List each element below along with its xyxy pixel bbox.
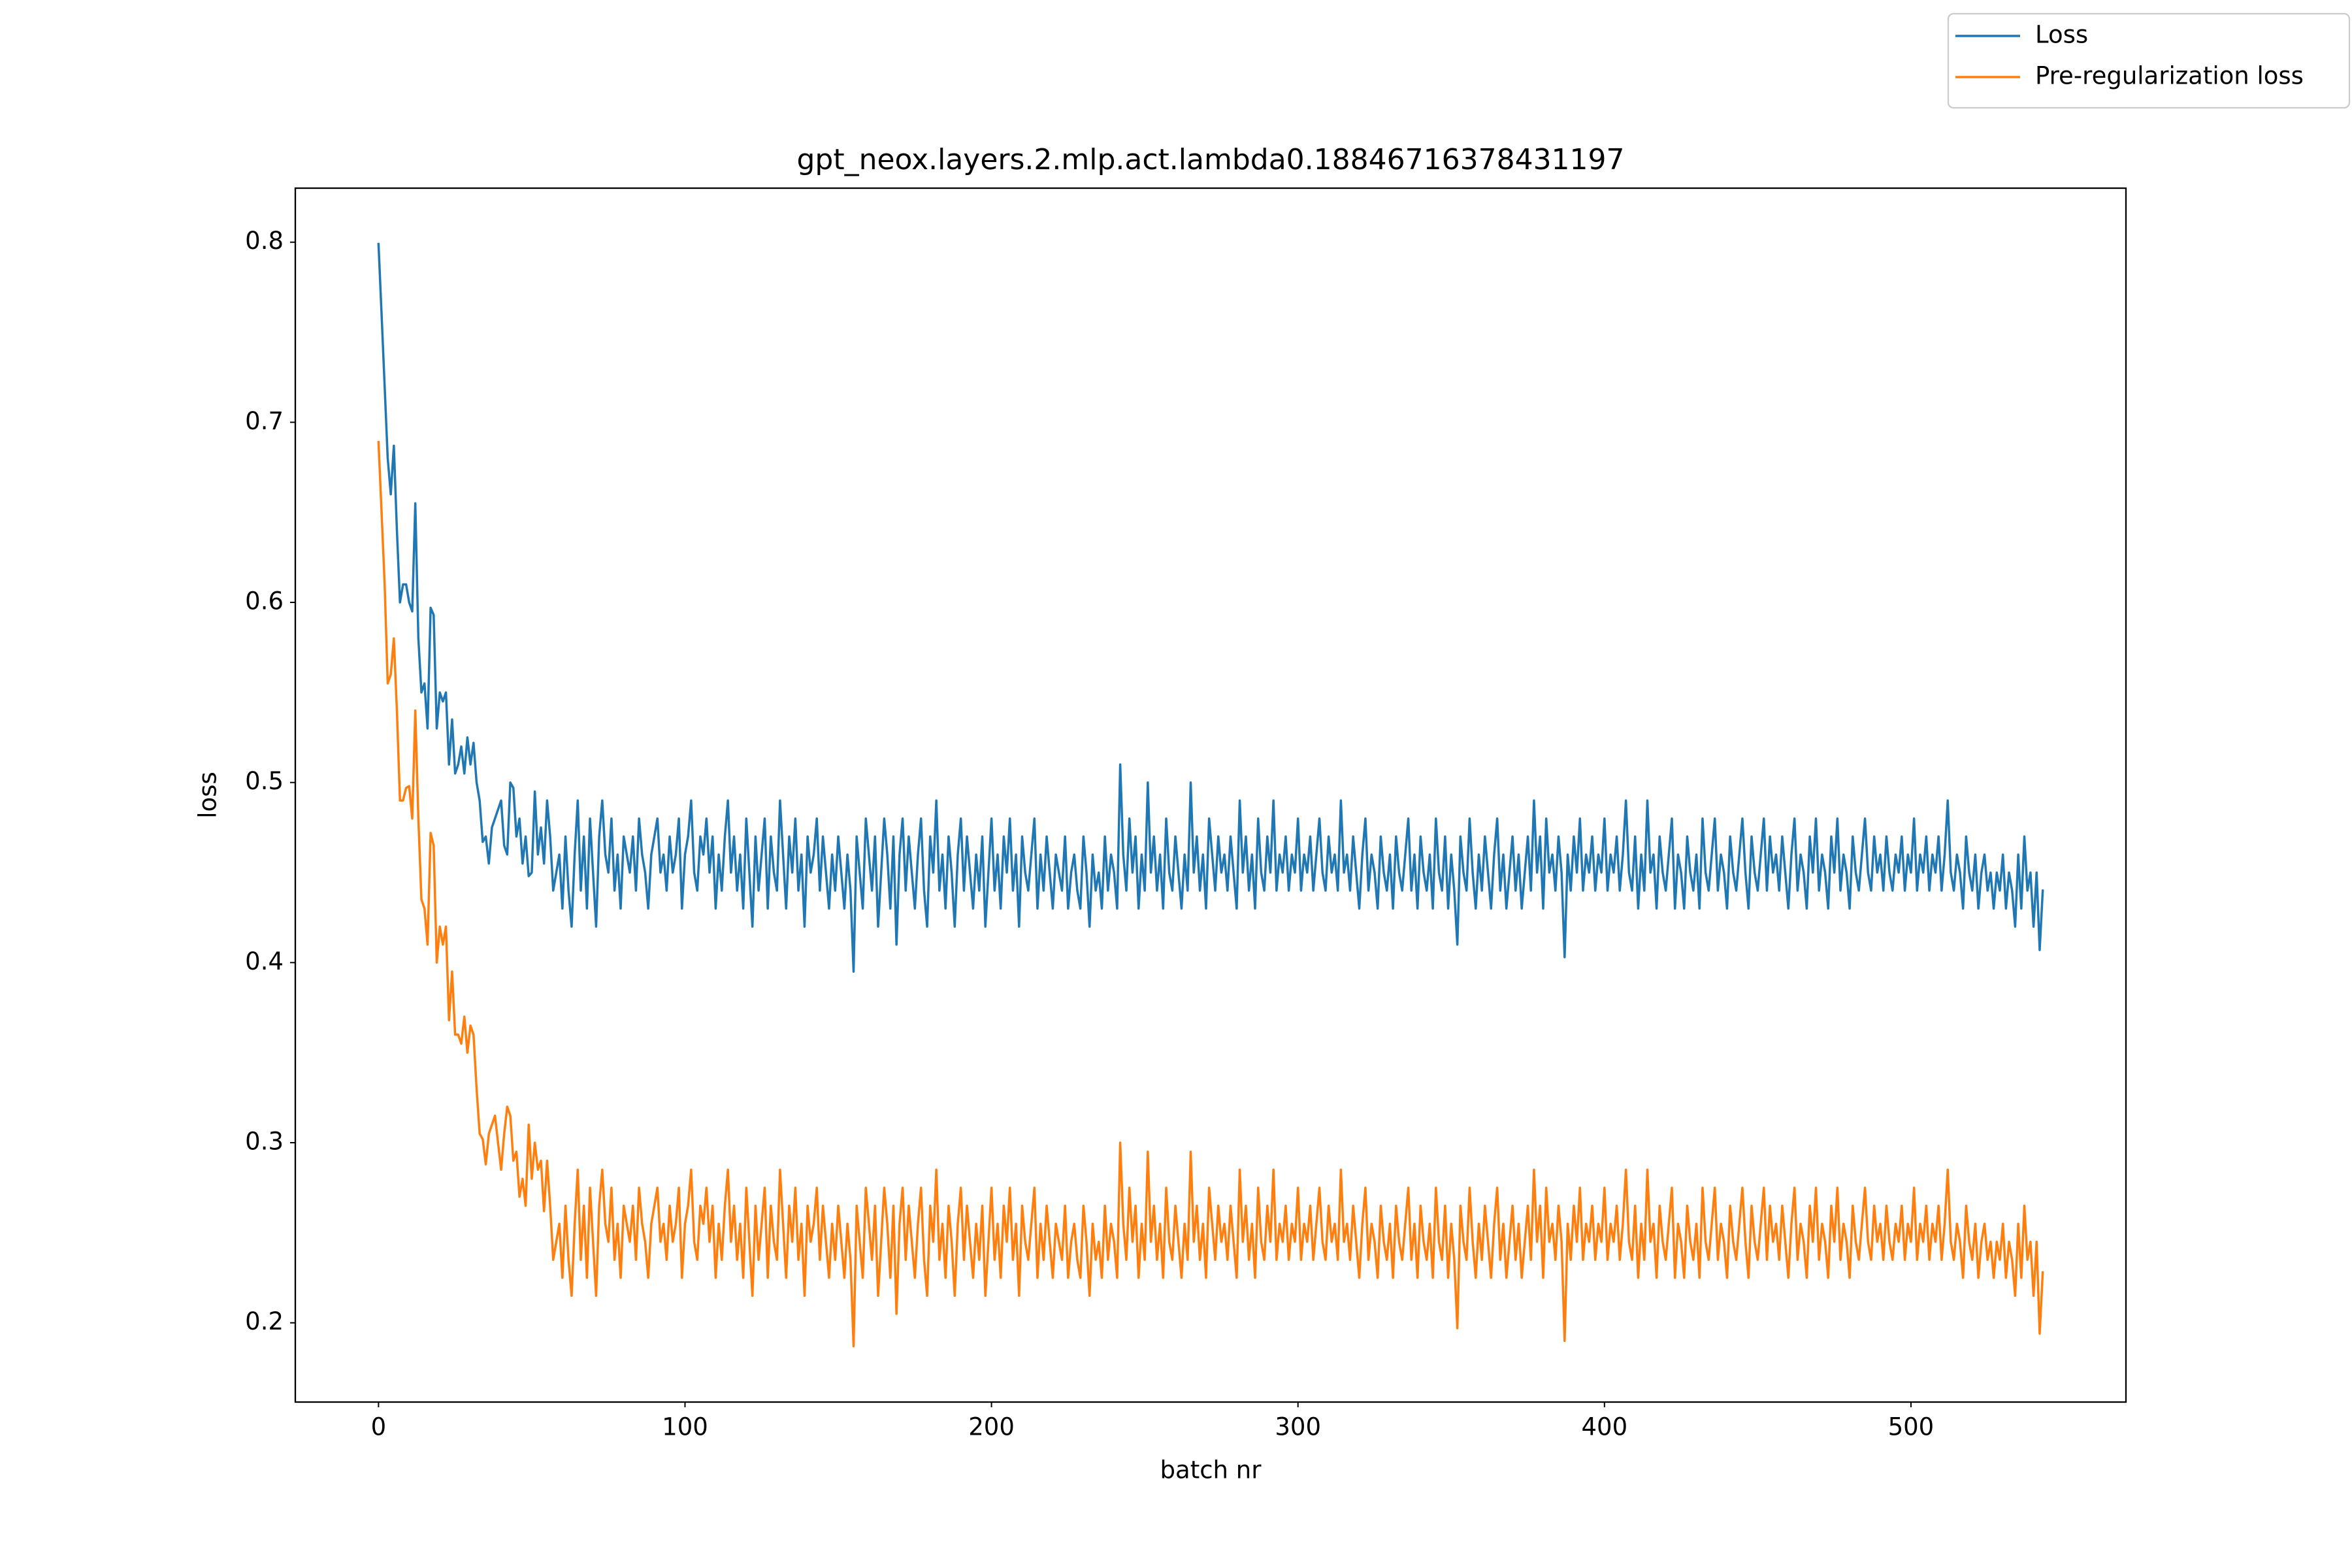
legend-label: Pre-regularization loss: [2035, 62, 2304, 90]
legend-box: [1947, 12, 2351, 109]
plot-area: [377, 242, 2044, 1348]
y-tick-label: 0.3: [245, 1128, 284, 1156]
x-tick-label: 200: [968, 1413, 1015, 1441]
legend-label: Loss: [2035, 21, 2088, 49]
x-tick-label: 500: [1888, 1413, 1935, 1441]
series-line: [377, 242, 2044, 973]
y-tick-label: 0.6: [245, 587, 284, 615]
y-tick-label: 0.8: [245, 227, 284, 255]
y-axis-label: loss: [194, 772, 222, 818]
legend: Loss Pre-regularization loss: [1947, 12, 2351, 109]
x-tick-label: 300: [1275, 1413, 1321, 1441]
y-tick-label: 0.5: [245, 767, 284, 795]
y-tick-label: 0.7: [245, 407, 284, 435]
x-tick-label: 400: [1581, 1413, 1627, 1441]
x-tick-label: 100: [662, 1413, 708, 1441]
chart-title: gpt_neox.layers.2.mlp.act.lambda0.188467…: [796, 143, 1624, 176]
axes-frame: [294, 187, 2127, 1403]
series-line: [377, 440, 2044, 1348]
x-axis-label: batch nr: [1160, 1456, 1262, 1484]
y-tick-label: 0.2: [245, 1307, 284, 1335]
x-tick-label: 0: [371, 1413, 387, 1441]
y-tick-label: 0.4: [245, 947, 284, 975]
